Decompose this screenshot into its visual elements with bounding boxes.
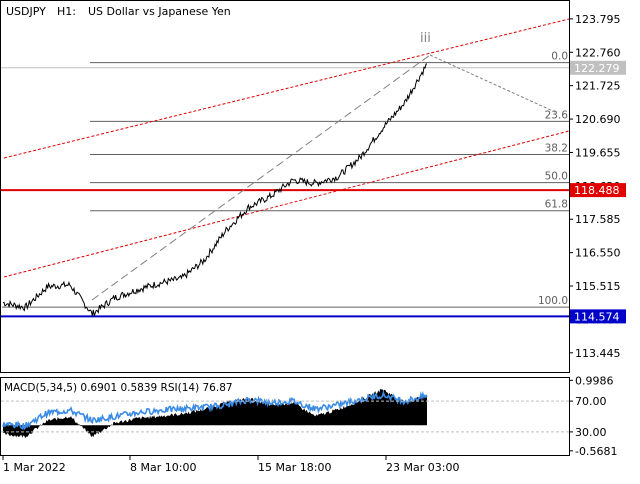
fib-level-label: 38.2 <box>545 143 568 155</box>
wave-projection-line <box>429 54 556 113</box>
wave-label: iii <box>420 31 431 46</box>
price-panel-frame <box>0 0 570 373</box>
price-series-line <box>2 63 428 317</box>
rsi-line <box>2 389 428 431</box>
price-tick-label: 116.550 <box>575 247 621 260</box>
fib-level-label: 100.0 <box>538 295 568 307</box>
time-tick-label: 1 Mar 2022 <box>3 461 66 474</box>
macd-histogram-area <box>3 388 427 439</box>
indicator-tick-label: 70.00 <box>575 395 607 408</box>
fib-level-label: 61.8 <box>545 199 568 211</box>
blue-level-tag: 114.574 <box>574 310 620 323</box>
header-timeframe: H1: <box>57 5 76 18</box>
trend-line-middle <box>3 130 570 278</box>
fib-level-label: 50.0 <box>545 171 568 183</box>
price-tick-label: 119.655 <box>575 146 621 159</box>
time-tick-label: 8 Mar 10:00 <box>130 461 196 474</box>
blue-level-tag-box <box>570 309 626 324</box>
price-tick-label: 117.585 <box>575 213 621 226</box>
time-tick-label: 15 Mar 18:00 <box>258 461 331 474</box>
price-tick-label: 115.515 <box>575 280 621 293</box>
fib-level-label: 0.0 <box>551 51 568 63</box>
price-tick-label: 123.795 <box>575 13 621 26</box>
time-tick-label: 23 Mar 03:00 <box>386 461 459 474</box>
red-level-tag: 118.488 <box>574 184 620 197</box>
indicator-tick-label: 0.9986 <box>575 374 614 387</box>
indicator-tick-label: 30.00 <box>575 426 607 439</box>
indicator-panel-frame <box>0 377 570 456</box>
wave-line-dashed <box>91 54 431 301</box>
header-description: US Dollar vs Japanese Yen <box>88 5 231 18</box>
header-symbol: USDJPY <box>6 5 46 18</box>
indicator-tick-label: -0.5681 <box>575 445 617 458</box>
current-price-tag: 122.279 <box>574 62 620 75</box>
current-price-tag-box <box>570 60 626 75</box>
fib-level-label: 23.6 <box>545 109 569 121</box>
trend-line-upper <box>3 18 570 159</box>
price-tick-label: 122.760 <box>575 46 621 59</box>
indicator-caption: MACD(5,34,5) 0.6901 0.5839 RSI(14) 76.87 <box>4 382 233 394</box>
price-tick-label: 121.725 <box>575 80 621 93</box>
price-tick-label: 120.690 <box>575 113 621 126</box>
price-tick-label: 113.445 <box>575 347 621 360</box>
red-level-tag-box <box>570 183 626 198</box>
